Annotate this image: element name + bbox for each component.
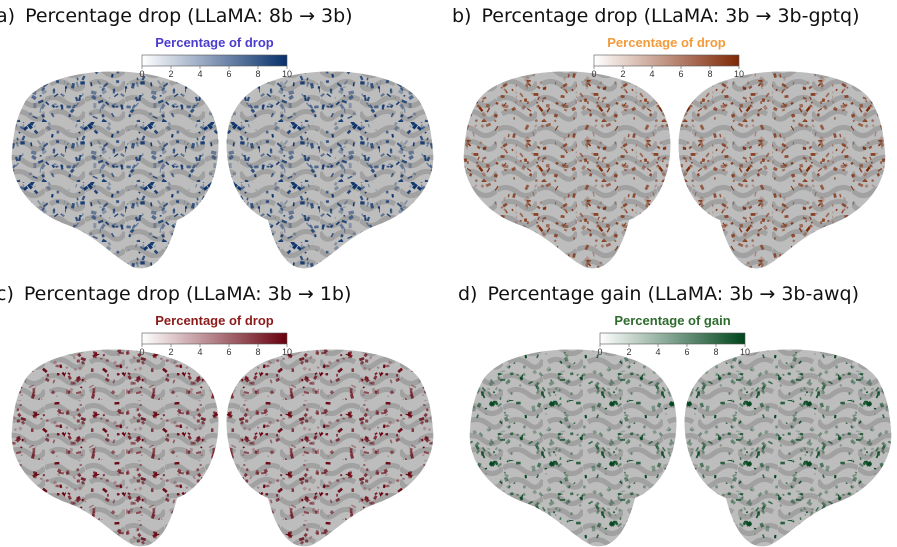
colorbar-tick-label: 2 [168, 347, 173, 357]
colorbar-tick-label: 10 [734, 69, 744, 79]
panel-title-text: Percentage gain (LLaMA: 3b → 3b-awq) [487, 283, 859, 305]
brain-hemisphere [684, 349, 892, 547]
colorbar-tick-label: 0 [139, 69, 144, 79]
panel: a) Percentage drop (LLaMA: 8b → 3b) Percen… [0, 5, 434, 269]
panel-title-text: Percentage drop (LLaMA: 8b → 3b) [25, 5, 353, 27]
colorbar-title: Percentage of drop [155, 313, 274, 328]
colorbar-tick-label: 6 [226, 347, 231, 357]
colorbar-tick-label: 4 [197, 69, 202, 79]
colorbar-tick-label: 0 [597, 347, 602, 357]
colorbar-tick-label: 8 [255, 69, 260, 79]
brain-hemisphere [11, 349, 219, 547]
panel-title: a) Percentage drop (LLaMA: 8b → 3b) [0, 5, 353, 27]
colorbar-tick-label: 8 [707, 69, 712, 79]
panel-title: b) Percentage drop (LLaMA: 3b → 3b-gptq) [452, 5, 860, 27]
colorbar [593, 54, 740, 67]
brain-hemisphere [226, 349, 434, 547]
panel: d) Percentage gain (LLaMA: 3b → 3b-awq) Pe… [458, 283, 892, 547]
colorbar-tick-label: 4 [197, 347, 202, 357]
panel-label: a) [0, 5, 15, 27]
colorbar-title: Percentage of drop [155, 35, 274, 50]
colorbar-tick-label: 10 [282, 69, 292, 79]
brain-hemisphere [463, 71, 671, 269]
colorbar-tick-label: 4 [649, 69, 654, 79]
colorbar-title: Percentage of gain [614, 313, 730, 328]
colorbar-tick-label: 4 [655, 347, 660, 357]
panel-title-text: Percentage drop (LLaMA: 3b → 3b-gptq) [481, 5, 859, 27]
colorbar-tick-label: 2 [620, 69, 625, 79]
brain-hemisphere [469, 349, 677, 547]
colorbar-tick-label: 10 [740, 347, 750, 357]
panel-title: c) Percentage drop (LLaMA: 3b → 1b) [0, 283, 351, 305]
panel-title-text: Percentage drop (LLaMA: 3b → 1b) [24, 283, 352, 305]
panel-label: b) [452, 5, 471, 27]
brain-hemisphere [11, 71, 219, 269]
brain-hemisphere [678, 71, 886, 269]
panel: b) Percentage drop (LLaMA: 3b → 3b-gptq) P… [452, 5, 886, 269]
colorbar-tick-label: 2 [626, 347, 631, 357]
colorbar [599, 332, 746, 345]
panel-label: d) [458, 283, 477, 305]
panel: c) Percentage drop (LLaMA: 3b → 1b) Percen… [0, 283, 434, 547]
colorbar-tick-label: 6 [684, 347, 689, 357]
colorbar [141, 54, 288, 67]
panel-label: c) [0, 283, 14, 305]
colorbar-tick-label: 0 [591, 69, 596, 79]
colorbar-tick-label: 6 [678, 69, 683, 79]
panel-title: d) Percentage gain (LLaMA: 3b → 3b-awq) [458, 283, 859, 305]
brain-hemisphere [226, 71, 434, 269]
colorbar-tick-label: 2 [168, 69, 173, 79]
colorbar [141, 332, 288, 345]
colorbar-tick-label: 6 [226, 69, 231, 79]
colorbar-tick-label: 0 [139, 347, 144, 357]
colorbar-tick-label: 10 [282, 347, 292, 357]
colorbar-tick-label: 8 [255, 347, 260, 357]
colorbar-tick-label: 8 [713, 347, 718, 357]
colorbar-title: Percentage of drop [607, 35, 726, 50]
